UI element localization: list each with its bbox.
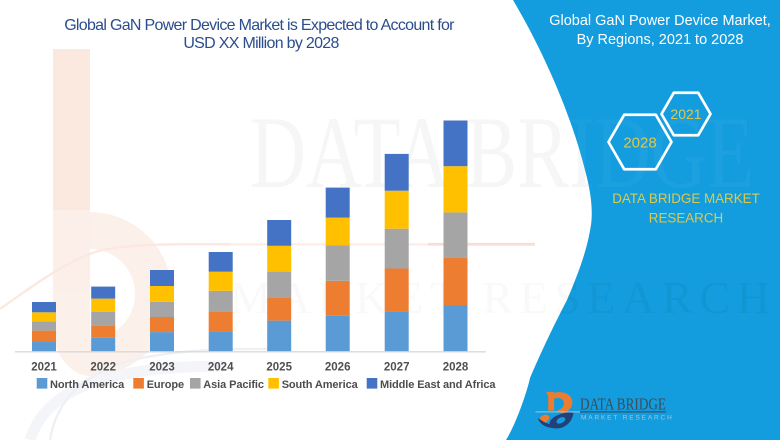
svg-text:Global GaN Power Device Market: Global GaN Power Device Market, — [549, 13, 771, 29]
svg-text:MARKET RESEARCH: MARKET RESEARCH — [581, 415, 674, 422]
svg-text:Asia Pacific: Asia Pacific — [203, 379, 264, 391]
svg-text:Middle East and Africa: Middle East and Africa — [380, 379, 496, 391]
svg-text:DATA BRIDGE: DATA BRIDGE — [580, 395, 666, 414]
svg-text:By Regions, 2021 to 2028: By Regions, 2021 to 2028 — [577, 32, 744, 48]
svg-text:Global GaN Power Device Market: Global GaN Power Device Market is Expect… — [64, 17, 455, 34]
svg-text:2021: 2021 — [670, 106, 701, 122]
svg-text:2022: 2022 — [90, 361, 116, 373]
svg-text:DATA BRIDGE MARKET: DATA BRIDGE MARKET — [612, 191, 760, 206]
svg-text:2027: 2027 — [384, 361, 410, 373]
svg-text:2025: 2025 — [266, 361, 292, 373]
svg-text:2024: 2024 — [208, 361, 234, 373]
svg-text:RESEARCH: RESEARCH — [649, 211, 723, 226]
svg-text:2028: 2028 — [623, 135, 656, 152]
svg-text:North America: North America — [50, 379, 125, 391]
svg-text:2021: 2021 — [31, 361, 57, 373]
svg-text:2028: 2028 — [443, 361, 469, 373]
svg-text:South America: South America — [282, 379, 359, 391]
svg-text:USD XX Million by 2028: USD XX Million by 2028 — [183, 35, 339, 52]
svg-text:Europe: Europe — [147, 379, 184, 391]
svg-text:2026: 2026 — [325, 361, 351, 373]
svg-text:2023: 2023 — [149, 361, 175, 373]
